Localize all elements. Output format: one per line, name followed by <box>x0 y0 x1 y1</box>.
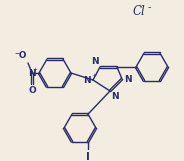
Text: N: N <box>83 76 91 85</box>
Text: N: N <box>111 92 119 101</box>
Text: I: I <box>86 152 90 161</box>
Text: O: O <box>28 86 36 95</box>
Text: N: N <box>28 68 36 77</box>
Text: +: + <box>91 72 97 77</box>
Text: +: + <box>32 66 38 71</box>
Text: ⁻O: ⁻O <box>15 51 27 60</box>
Text: N: N <box>124 75 132 84</box>
Text: Cl: Cl <box>133 5 146 18</box>
Text: -: - <box>148 4 151 13</box>
Text: N: N <box>91 57 99 66</box>
